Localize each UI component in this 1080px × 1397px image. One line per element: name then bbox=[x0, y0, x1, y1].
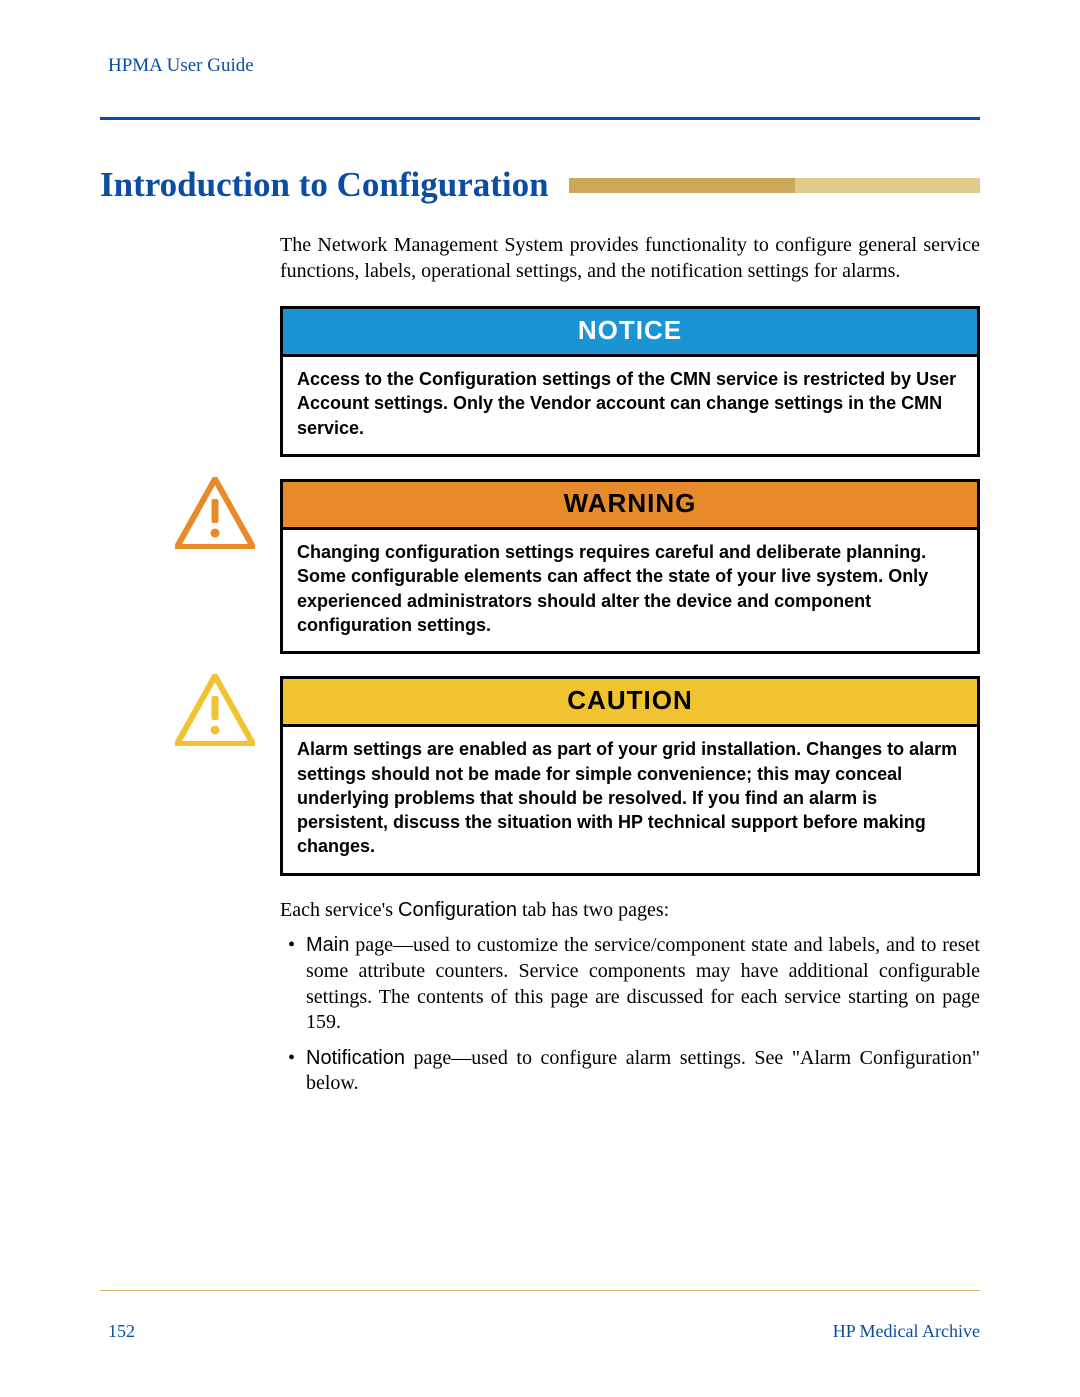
page-number: 152 bbox=[108, 1321, 135, 1342]
caution-triangle-icon bbox=[175, 674, 255, 746]
footer-archive: HP Medical Archive bbox=[833, 1321, 980, 1342]
lead-post: tab has two pages: bbox=[517, 899, 669, 921]
caution-row: CAUTION Alarm settings are enabled as pa… bbox=[280, 676, 980, 875]
warning-callout: WARNING Changing configuration settings … bbox=[280, 479, 980, 654]
list-item: Main page—used to customize the service/… bbox=[280, 933, 980, 1035]
section-heading: Introduction to Configuration bbox=[100, 165, 569, 205]
lead-pre: Each service's bbox=[280, 899, 398, 921]
warning-triangle-icon bbox=[175, 477, 255, 549]
config-tab-lead: Each service's Configuration tab has two… bbox=[280, 898, 980, 924]
bullet2-rest: page—used to configure alarm settings. S… bbox=[306, 1047, 980, 1095]
bullet1-rest: page—used to customize the service/compo… bbox=[306, 934, 980, 1033]
footer-rule bbox=[100, 1290, 980, 1291]
footer-row: 152 HP Medical Archive bbox=[100, 1321, 980, 1342]
warning-title: WARNING bbox=[283, 482, 977, 530]
caution-body: Alarm settings are enabled as part of yo… bbox=[283, 727, 977, 872]
notice-body: Access to the Configuration settings of … bbox=[283, 357, 977, 454]
header-rule bbox=[100, 117, 980, 120]
intro-paragraph: The Network Management System provides f… bbox=[280, 233, 980, 284]
heading-stripe bbox=[569, 178, 980, 193]
list-item: Notification page—used to configure alar… bbox=[280, 1046, 980, 1097]
document-page: HPMA User Guide Introduction to Configur… bbox=[0, 0, 1080, 1397]
notice-callout: NOTICE Access to the Configuration setti… bbox=[280, 306, 980, 457]
lead-sans: Configuration bbox=[398, 899, 517, 921]
header-guide-title: HPMA User Guide bbox=[108, 55, 980, 77]
section-heading-row: Introduction to Configuration bbox=[100, 165, 980, 205]
page-footer: 152 HP Medical Archive bbox=[100, 1290, 980, 1342]
warning-body: Changing configuration settings requires… bbox=[283, 530, 977, 651]
content-column: The Network Management System provides f… bbox=[280, 233, 980, 1097]
caution-title: CAUTION bbox=[283, 679, 977, 727]
warning-row: WARNING Changing configuration settings … bbox=[280, 479, 980, 654]
config-pages-list: Main page—used to customize the service/… bbox=[280, 933, 980, 1097]
caution-callout: CAUTION Alarm settings are enabled as pa… bbox=[280, 676, 980, 875]
bullet1-sans: Main bbox=[306, 934, 349, 956]
bullet2-sans: Notification bbox=[306, 1047, 405, 1069]
notice-title: NOTICE bbox=[283, 309, 977, 357]
